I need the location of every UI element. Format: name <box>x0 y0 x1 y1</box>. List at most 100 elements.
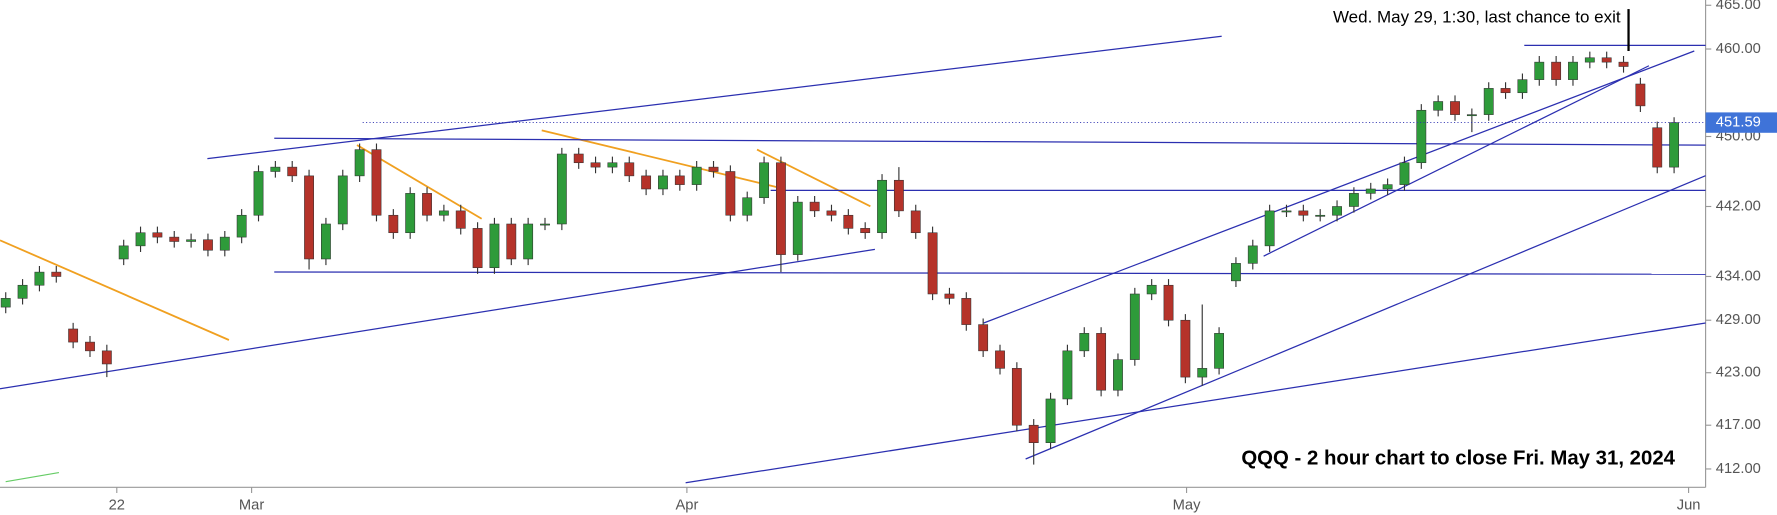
x-tick-label: Mar <box>239 497 264 513</box>
candle-body <box>1348 193 1359 207</box>
candle-body <box>641 175 652 190</box>
candle-body <box>438 210 449 216</box>
candle-body <box>1146 284 1157 295</box>
candle-body <box>1011 368 1022 426</box>
candle-body <box>1450 101 1460 115</box>
candle-body <box>1534 61 1545 80</box>
last-price-label: 451.59 <box>1716 114 1761 130</box>
last-price-tag <box>1705 112 1777 133</box>
chart-title: QQQ - 2 hour chart to close Fri. May 31,… <box>1241 447 1675 469</box>
candle-body <box>1096 333 1107 391</box>
candle-body <box>708 166 719 172</box>
candle-body <box>1399 162 1410 185</box>
candle-body <box>1332 206 1342 216</box>
candle-body <box>624 162 635 177</box>
candle-body <box>1264 210 1275 247</box>
candle-body <box>489 223 500 269</box>
candle-body <box>1045 398 1056 443</box>
candle-body <box>455 210 466 229</box>
candle-body <box>1062 350 1073 400</box>
candle-body <box>1601 57 1612 63</box>
candle-body <box>944 293 955 299</box>
trend-line <box>274 271 1706 275</box>
candle-body <box>34 271 45 286</box>
candle-body <box>1315 214 1326 217</box>
candle-body <box>1214 333 1224 369</box>
candle-body <box>540 223 550 226</box>
y-tick-label: 429.00 <box>1716 312 1761 328</box>
trend-line <box>1263 65 1650 257</box>
candle-body <box>270 166 281 172</box>
trend-line <box>1025 175 1706 460</box>
candle-body <box>1231 263 1241 282</box>
candle-body <box>1551 61 1562 80</box>
candle-body <box>809 201 820 212</box>
candle-body <box>1180 319 1191 378</box>
candle-body <box>17 284 28 299</box>
candle-body <box>186 239 197 242</box>
candle-body <box>995 350 1005 369</box>
candle-body <box>1129 293 1140 360</box>
candle-body <box>826 210 837 216</box>
trend-line <box>685 322 1706 484</box>
trend-line <box>274 137 1706 146</box>
y-tick-label: 423.00 <box>1716 365 1761 381</box>
candle-body <box>1365 188 1376 194</box>
y-tick-label: 465.00 <box>1716 0 1761 13</box>
candle-body <box>1416 109 1427 164</box>
trend-lines <box>0 9 1706 484</box>
candle-body <box>759 162 769 199</box>
candle-body <box>1500 88 1511 94</box>
candle-body <box>1382 184 1393 190</box>
trend-line <box>5 472 60 483</box>
trend-line <box>983 50 1695 324</box>
candle-body <box>590 162 601 168</box>
candle-body <box>506 223 517 260</box>
x-tick-label: Apr <box>675 497 698 513</box>
candle-body <box>1028 424 1039 443</box>
candle-body <box>1433 101 1444 111</box>
candle-body <box>304 175 314 260</box>
candle-body <box>1197 368 1208 378</box>
candle-body <box>101 350 112 365</box>
candle-body <box>152 232 163 238</box>
candle-body <box>674 175 685 185</box>
candle-body <box>68 328 79 343</box>
candle-body <box>51 271 62 277</box>
candle-body <box>1163 284 1174 321</box>
candle-body <box>978 324 989 352</box>
candle-body <box>1652 127 1663 168</box>
candle-body <box>1483 88 1494 115</box>
candle-body <box>354 149 365 177</box>
candle-body <box>1618 61 1629 67</box>
candle-body <box>961 298 972 325</box>
candle-body <box>607 162 618 168</box>
trend-line <box>0 239 230 341</box>
candle-body <box>1466 114 1477 117</box>
candle-body <box>472 228 483 269</box>
candle-body <box>1669 122 1680 168</box>
y-tick-label: 460.00 <box>1716 41 1761 57</box>
candle-body <box>203 239 213 251</box>
candle-body <box>893 179 904 212</box>
candle-body <box>1584 57 1595 63</box>
candle-body <box>691 166 702 185</box>
candle-body <box>253 171 264 216</box>
candle-body <box>219 236 230 251</box>
trend-line <box>0 248 875 390</box>
candle-body <box>1298 210 1309 216</box>
candle-body <box>860 228 871 234</box>
candle-body <box>1281 210 1292 213</box>
candle-body <box>135 232 146 247</box>
candle-body <box>85 341 95 352</box>
y-tick-label: 434.00 <box>1716 268 1761 284</box>
y-tick-label: 412.00 <box>1716 461 1761 477</box>
candle-body <box>927 232 938 295</box>
candle-body <box>556 153 567 225</box>
x-tick-label: 22 <box>109 497 125 513</box>
candle-body <box>523 223 534 260</box>
candle-body <box>1113 359 1123 391</box>
candle-body <box>169 236 180 242</box>
